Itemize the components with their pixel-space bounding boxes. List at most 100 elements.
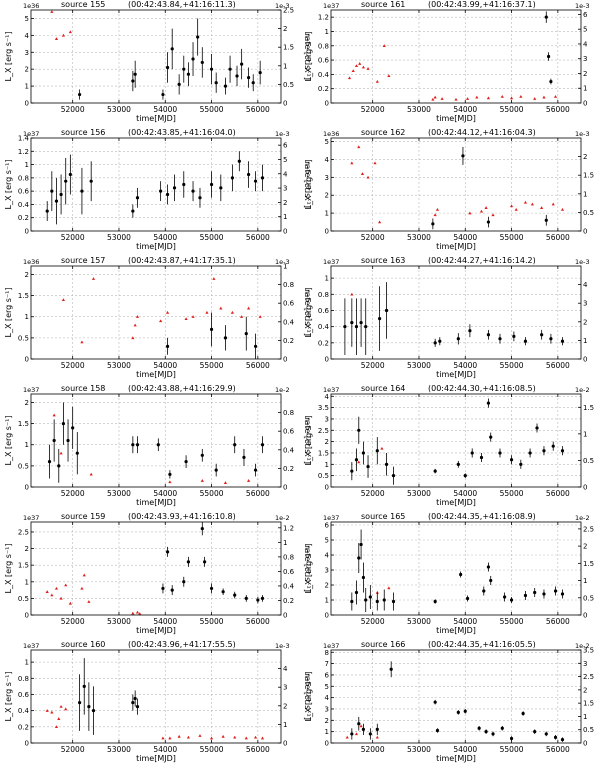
r-tick-label: 2.5	[583, 525, 594, 533]
red-point	[64, 583, 68, 587]
black-point	[435, 728, 440, 733]
chart-panel: 52000 53000 54000 55000 56000 0 0.2 0.4 0.6 0.8 1 1…	[4, 128, 312, 251]
red-point	[209, 736, 214, 740]
black-point	[509, 458, 514, 462]
r-tick-label: 0.4	[283, 582, 295, 590]
black-point	[209, 327, 214, 332]
red-point	[230, 310, 234, 314]
x-axis-label: time[MJD]	[436, 498, 476, 507]
r-tick-label: 0.8	[283, 409, 294, 417]
black-point	[546, 54, 551, 59]
black-point	[486, 220, 491, 224]
y-tick-label: 2	[325, 438, 329, 446]
red-point	[354, 732, 359, 736]
x-tick-label: 56000	[546, 105, 570, 114]
r-tick-label: 0.6	[283, 300, 295, 308]
black-point	[191, 57, 195, 61]
black-point	[165, 65, 170, 70]
black-point	[237, 159, 241, 163]
r-tick-label: 2	[283, 199, 287, 207]
x-tick-label: 52000	[61, 105, 85, 114]
black-point	[182, 182, 186, 187]
plot-frame	[330, 521, 582, 616]
r-tick-label: 1	[583, 430, 587, 438]
x-tick-label: 56000	[546, 617, 570, 626]
x-tick-label: 53000	[407, 361, 431, 370]
y-tick-label: 0.8	[18, 675, 29, 683]
chart-panel: 52000 53000 54000 55000 56000 0 0.2 0.4 0.6 0.8 1 0…	[4, 640, 312, 763]
y-tick-label: 0.4	[318, 71, 330, 79]
r-tick-label: 2	[283, 702, 287, 710]
red-point	[509, 204, 514, 208]
r-tick-label: 0	[283, 228, 287, 236]
black-point	[258, 70, 262, 75]
r-tick-label: 5	[583, 26, 587, 34]
r-tick-label: 0.4	[283, 318, 295, 326]
black-point	[260, 443, 265, 447]
red-point	[233, 735, 237, 739]
black-point	[384, 308, 389, 313]
black-point	[461, 154, 465, 158]
x-tick-label: 54000	[453, 745, 477, 754]
red-point	[133, 323, 137, 327]
y-tick-label: 0	[25, 484, 29, 492]
black-point	[165, 344, 170, 348]
red-point	[530, 202, 534, 206]
black-point	[161, 586, 165, 591]
right-exponent: 1e-2	[275, 514, 290, 522]
black-point	[354, 325, 359, 329]
x-tick-label: 56000	[246, 489, 270, 498]
left-exponent: 1e36	[23, 258, 39, 266]
black-point	[186, 560, 191, 564]
red-point	[345, 735, 349, 739]
right-exponent: 1e-3	[575, 258, 590, 266]
y-axis-label: L_X [erg s⁻¹]	[304, 671, 313, 721]
x-tick-label: 52000	[61, 361, 85, 370]
x-tick-label: 53000	[107, 617, 131, 626]
black-point	[256, 598, 260, 602]
red-point	[465, 97, 470, 100]
y-tick-label: 0.8	[318, 42, 329, 50]
right-exponent: 1e-2	[275, 386, 290, 394]
x-tick-label: 52000	[361, 489, 385, 498]
panel-coords: (00:42:43.99,+41:16:37.1)	[428, 0, 536, 9]
black-point	[159, 189, 163, 193]
black-point	[82, 684, 86, 688]
x-tick-label: 53000	[407, 233, 431, 242]
right-exponent: 1e-2	[575, 642, 590, 650]
x-tick-label: 54000	[453, 617, 477, 626]
right-axis-label: rate [ct s⁻¹]	[303, 417, 312, 464]
black-point	[350, 469, 354, 473]
left-exponent: 1e37	[323, 514, 339, 522]
red-point	[479, 209, 484, 213]
y-tick-label: 3	[25, 49, 29, 57]
black-point	[161, 92, 165, 97]
black-point	[191, 189, 195, 193]
y-tick-label: 0.2	[318, 339, 329, 347]
red-point	[135, 315, 140, 318]
x-tick-label: 55000	[500, 745, 524, 754]
black-point	[479, 455, 484, 460]
red-point	[433, 95, 437, 99]
x-tick-label: 55000	[500, 489, 524, 498]
x-tick-label: 56000	[246, 617, 270, 626]
black-point	[378, 316, 382, 321]
black-point	[133, 72, 137, 76]
black-point	[384, 462, 389, 466]
chart-panel: 52000 53000 54000 55000 56000 0 0.5 1 1.5 2 2.5 3 3.…	[304, 384, 594, 507]
red-point	[87, 600, 91, 603]
r-tick-label: 2	[583, 70, 587, 78]
red-point	[135, 610, 140, 614]
red-point	[240, 315, 244, 318]
black-point	[382, 598, 386, 602]
r-tick-label: 2	[583, 686, 587, 694]
panel-title: source 161	[361, 0, 405, 9]
y-tick-label: 7	[325, 660, 329, 668]
black-point	[71, 426, 75, 430]
r-tick-label: 1	[283, 721, 287, 729]
x-axis-label: time[MJD]	[136, 370, 176, 379]
left-exponent: 1e37	[23, 386, 39, 394]
black-point	[357, 722, 361, 726]
r-tick-label: 6	[583, 11, 588, 19]
r-tick-label: 0.5	[583, 594, 594, 602]
